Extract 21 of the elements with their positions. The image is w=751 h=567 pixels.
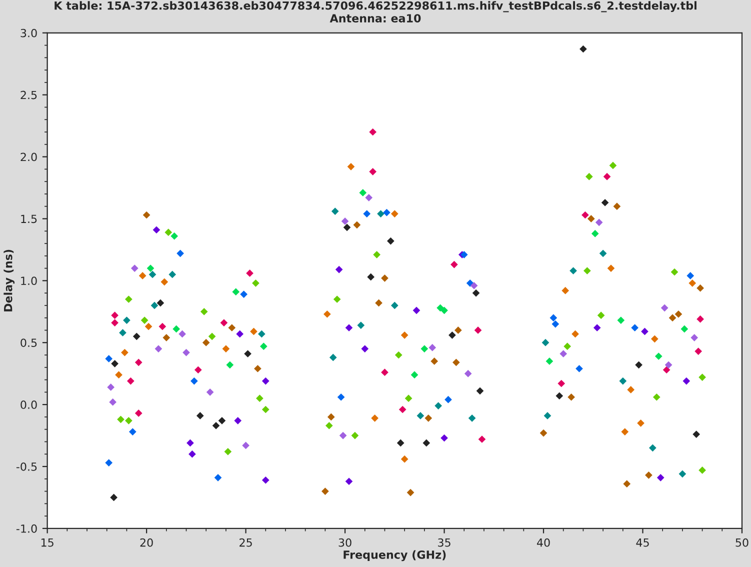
- y-tick-label: 1.0: [21, 276, 37, 286]
- y-tick-label: -0.5: [16, 462, 37, 471]
- x-tick-label: 25: [240, 538, 252, 547]
- x-tick-label: 35: [438, 538, 450, 547]
- x-tick-label: 30: [338, 538, 352, 547]
- y-axis-title: Delay (ns): [4, 250, 15, 312]
- y-tick-label: 0.0: [20, 400, 37, 409]
- y-tick-label: 1.5: [21, 214, 37, 224]
- x-axis-title: Frequency (GHz): [344, 550, 446, 562]
- y-tick-label: 3.0: [20, 28, 37, 38]
- y-tick-label: -1.0: [16, 524, 37, 533]
- x-tick-label: 45: [636, 538, 649, 547]
- x-tick-label: 40: [536, 538, 550, 547]
- x-tick-label: 15: [41, 538, 54, 547]
- x-tick-label: 20: [140, 538, 153, 547]
- chart-subtitle: Antenna: ea10: [330, 14, 421, 22]
- y-tick-label: 0.5: [20, 338, 37, 347]
- chart-title: K table: 15A-372.sb30143638.eb30477834.57096.46252298611.ms.hifv_testBPdcals.s6_2.testdelay.tbl: [54, 1, 696, 12]
- y-tick-label: 2.5: [20, 90, 37, 100]
- x-tick-label: 50: [736, 538, 748, 547]
- y-tick-label: 2.0: [20, 152, 37, 162]
